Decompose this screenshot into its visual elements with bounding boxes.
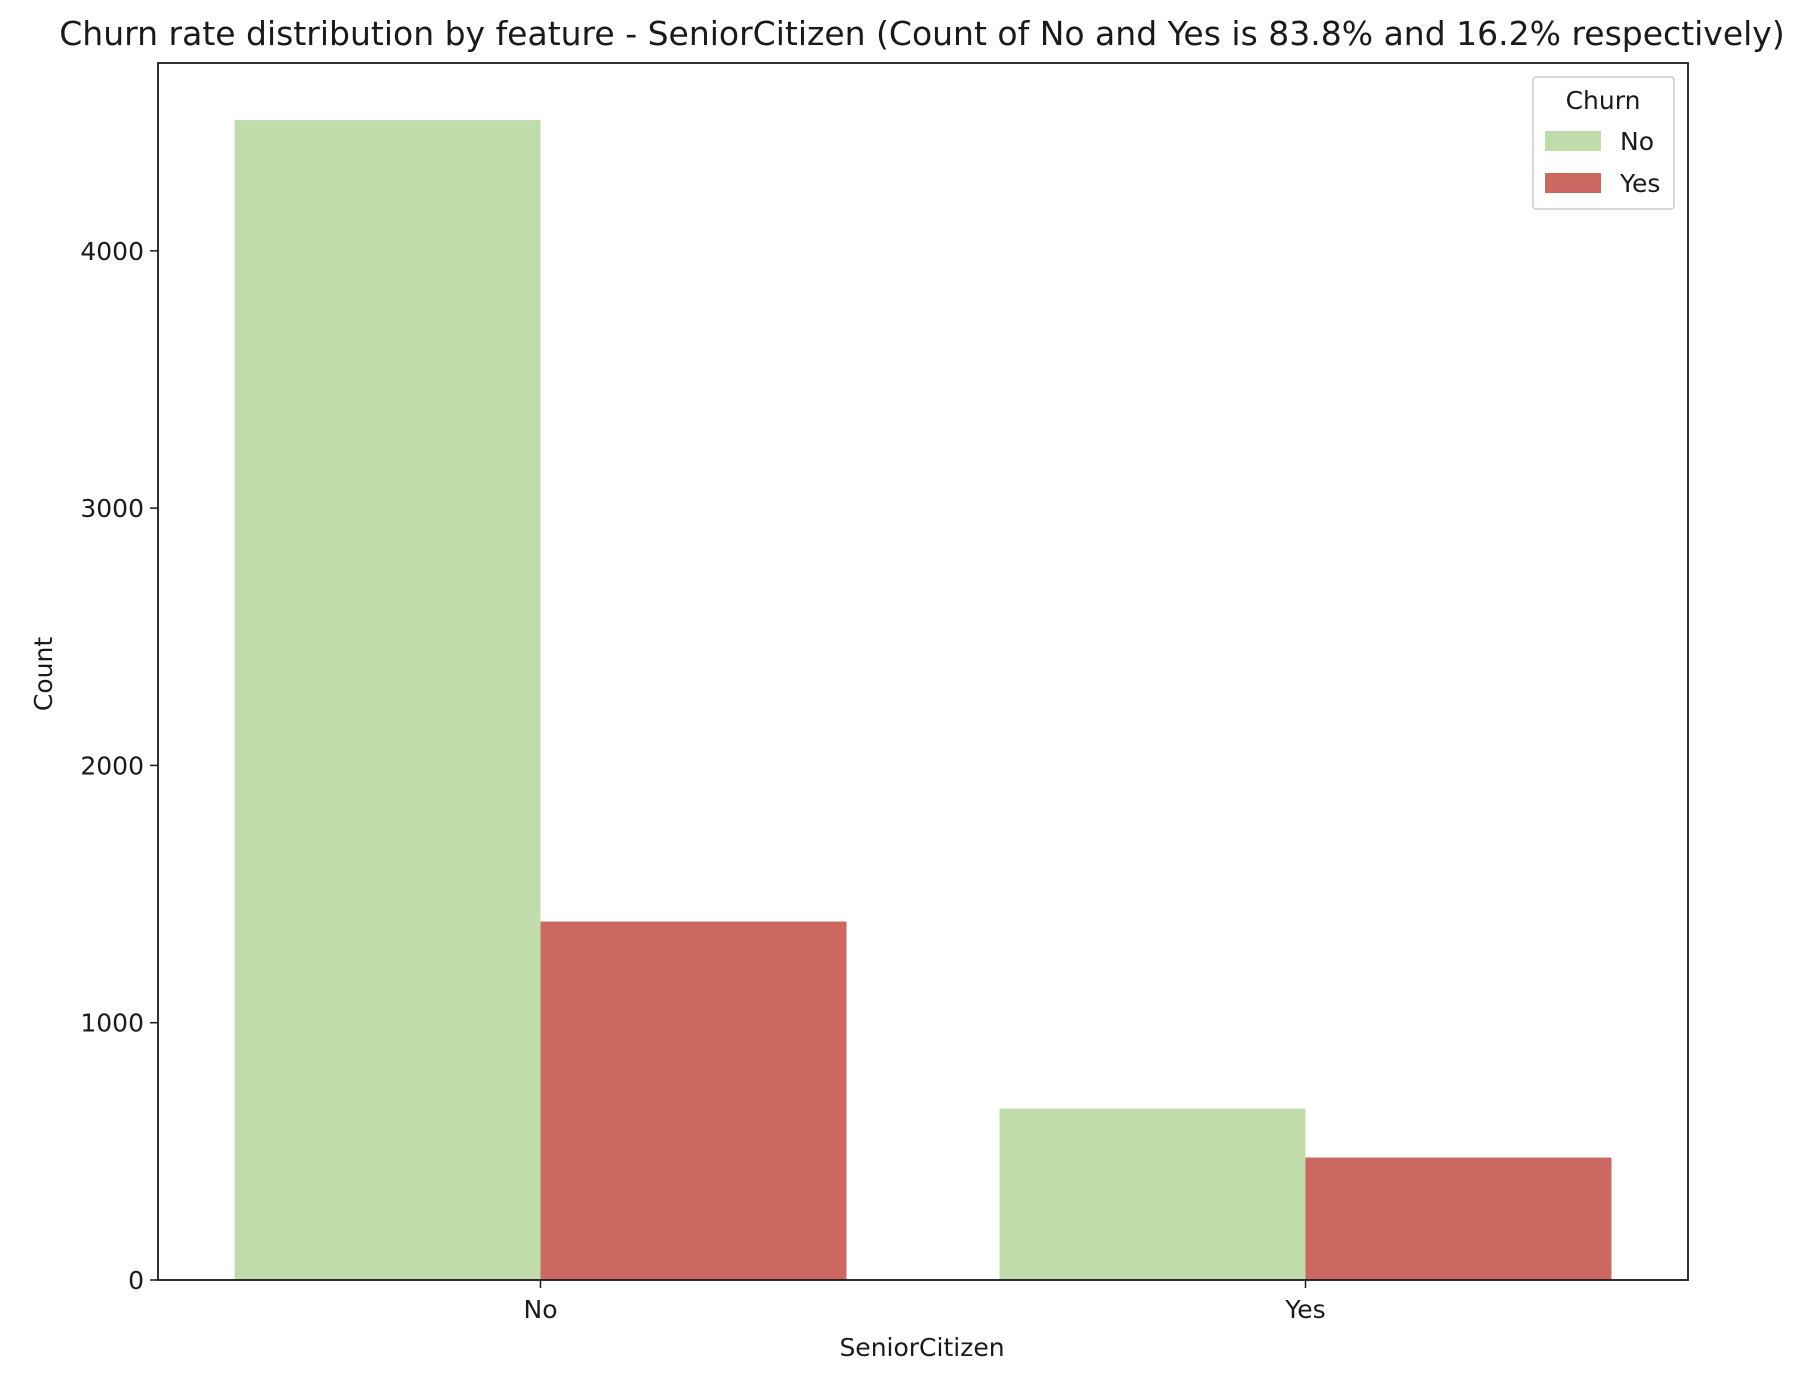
axes-layer: No Yes 0 1000 2000 3000 4000 bbox=[80, 62, 1689, 1324]
legend: Churn No Yes bbox=[1532, 76, 1675, 210]
legend-swatch-no bbox=[1545, 131, 1601, 151]
plot-frame bbox=[157, 62, 1689, 1281]
bar-no-churn-no bbox=[234, 120, 541, 1280]
legend-label-no: No bbox=[1620, 127, 1654, 156]
bar-no-churn-yes bbox=[540, 921, 847, 1280]
y-tick-label: 0 bbox=[128, 1266, 144, 1295]
x-tick-label: Yes bbox=[1284, 1295, 1325, 1324]
bar-yes-churn-no bbox=[999, 1108, 1306, 1280]
bar-yes-churn-yes bbox=[1305, 1157, 1612, 1280]
y-axis-label: Count bbox=[29, 637, 58, 711]
x-tick-label: No bbox=[524, 1295, 558, 1324]
legend-swatch-yes bbox=[1545, 173, 1601, 193]
y-tick-label: 2000 bbox=[80, 751, 144, 780]
y-tick-label: 1000 bbox=[80, 1009, 144, 1038]
x-axis-label: SeniorCitizen bbox=[839, 1333, 1004, 1362]
bars-layer bbox=[234, 120, 1612, 1280]
legend-title: Churn bbox=[1566, 86, 1641, 115]
y-tick-label: 3000 bbox=[80, 494, 144, 523]
y-tick-label: 4000 bbox=[80, 237, 144, 266]
chart-title: Churn rate distribution by feature - Sen… bbox=[59, 14, 1784, 53]
legend-label-yes: Yes bbox=[1619, 169, 1660, 198]
